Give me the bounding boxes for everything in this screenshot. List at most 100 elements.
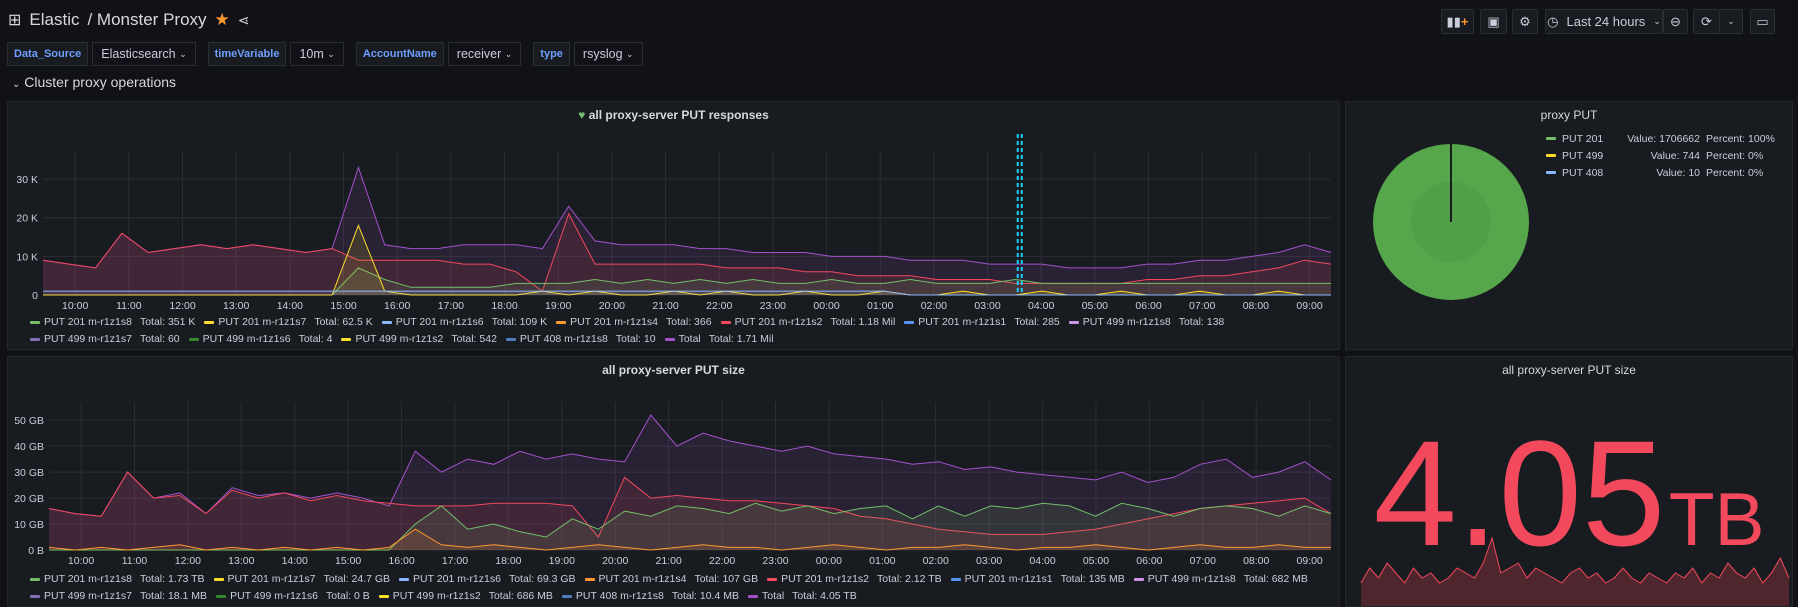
variable-select-type[interactable]: rsyslog ⌄: [573, 42, 643, 66]
legend-item[interactable]: Total Total: 4.05 TB: [747, 588, 857, 605]
legend-item[interactable]: PUT 499 m-r1z1s6 Total: 4: [188, 331, 332, 348]
variable-select-account-name[interactable]: receiver ⌄: [447, 42, 522, 66]
legend-item[interactable]: PUT 408 m-r1z1s8 Total: 10: [505, 331, 656, 348]
chevron-down-icon: ⌄: [504, 48, 513, 59]
legend-item[interactable]: PUT 201 m-r1z1s7 Total: 24.7 GB: [213, 571, 390, 588]
x-tick-label: 02:00: [923, 555, 949, 567]
refresh-button[interactable]: ⟳: [1693, 9, 1720, 34]
series-area: [43, 291, 1331, 295]
folder-link[interactable]: Elastic: [29, 10, 80, 29]
legend-item[interactable]: Total Total: 1.71 Mil: [664, 331, 774, 348]
legend-item[interactable]: PUT 201 m-r1z1s1 Total: 285: [904, 314, 1060, 331]
legend-item[interactable]: PUT 499 m-r1z1s7 Total: 60: [30, 331, 180, 348]
x-tick-label: 01:00: [869, 555, 895, 567]
legend-total: Total: 138: [1178, 316, 1225, 328]
x-tick-label: 07:00: [1190, 555, 1216, 567]
x-tick-label: 06:00: [1136, 555, 1162, 567]
refresh-interval-dropdown[interactable]: ⌄: [1719, 9, 1743, 34]
pie-legend-item[interactable]: PUT 499 Value: 744 Percent: 0%: [1546, 147, 1786, 164]
legend-item[interactable]: PUT 201 m-r1z1s8 Total: 1.73 TB: [30, 571, 205, 588]
legend-item[interactable]: PUT 499 m-r1z1s2 Total: 686 MB: [378, 588, 553, 605]
legend-name: PUT 408 m-r1z1s8: [575, 590, 664, 602]
legend-item[interactable]: PUT 201 m-r1z1s2 Total: 2.12 TB: [767, 571, 942, 588]
panel-title[interactable]: all proxy-server PUT size: [1502, 363, 1636, 377]
panel-title[interactable]: all proxy-server PUT size: [602, 363, 745, 377]
dashboard-title: ⊞ Elastic / Monster Proxy ★ ⋖: [8, 10, 250, 30]
legend-total: Total: 351 K: [139, 316, 196, 328]
legend-total: Total: 135 MB: [1060, 573, 1125, 585]
legend-item[interactable]: PUT 201 m-r1z1s4 Total: 107 GB: [584, 571, 758, 588]
legend-swatch: [505, 338, 516, 341]
variable-label: type: [533, 42, 570, 66]
star-icon[interactable]: ★: [214, 10, 230, 29]
clock-icon: ◷: [1547, 13, 1559, 29]
variable-value: rsyslog: [582, 47, 623, 61]
x-tick-label: 22:00: [709, 555, 735, 567]
legend-swatch: [584, 578, 595, 581]
panel-title[interactable]: all proxy-server PUT responses: [588, 108, 769, 122]
legend-item[interactable]: PUT 499 m-r1z1s8 Total: 138: [1068, 314, 1225, 331]
pie-chart[interactable]: [1371, 142, 1531, 302]
x-tick-label: 08:00: [1243, 555, 1269, 567]
variable-value: receiver: [456, 47, 502, 61]
legend-total: Total: 0 B: [326, 590, 370, 602]
legend-swatch: [1546, 171, 1556, 174]
settings-button[interactable]: ⚙: [1512, 9, 1538, 34]
x-tick-label: 20:00: [602, 555, 628, 567]
legend-item[interactable]: PUT 201 m-r1z1s7 Total: 62.5 K: [204, 314, 373, 331]
x-tick-label: 07:00: [1189, 300, 1215, 312]
legend-item[interactable]: PUT 499 m-r1z1s6 Total: 0 B: [216, 588, 370, 605]
add-panel-button[interactable]: ▮▮+: [1441, 9, 1474, 34]
legend-swatch: [950, 578, 961, 581]
legend-name: PUT 499 m-r1z1s6: [202, 333, 291, 345]
x-tick-label: 05:00: [1083, 555, 1109, 567]
pie-legend-item[interactable]: PUT 201 Value: 1706662 Percent: 100%: [1546, 130, 1786, 147]
legend-item[interactable]: PUT 499 m-r1z1s2 Total: 542: [341, 331, 497, 348]
share-icon[interactable]: ⋖: [237, 11, 250, 28]
legend-item[interactable]: PUT 201 m-r1z1s6 Total: 69.3 GB: [399, 571, 576, 588]
legend-item[interactable]: PUT 201 m-r1z1s4 Total: 366: [556, 314, 712, 331]
legend-value: Value: 744: [1650, 149, 1700, 162]
variable-value: Elasticsearch: [101, 47, 176, 61]
dashboard-name[interactable]: / Monster Proxy: [87, 10, 207, 29]
legend-swatch: [767, 578, 778, 581]
variable-select-time-variable[interactable]: 10m ⌄: [290, 42, 344, 66]
size-graph[interactable]: 0 B 10 GB 20 GB 30 GB 40 GB 50 GB 10:00 11:00 12…: [8, 357, 1341, 571]
legend-name: PUT 201 m-r1z1s4: [598, 573, 687, 585]
legend-swatch: [378, 595, 389, 598]
zoom-out-button[interactable]: ⊖: [1663, 9, 1688, 34]
pie-legend-item[interactable]: PUT 408 Value: 10 Percent: 0%: [1546, 164, 1786, 181]
legend-name: PUT 201 m-r1z1s8: [44, 573, 132, 585]
save-dashboard-button[interactable]: ▣: [1480, 9, 1507, 34]
view-mode-button[interactable]: ▭: [1750, 9, 1775, 34]
dashboards-grid-icon[interactable]: ⊞: [8, 12, 22, 29]
x-tick-label: 01:00: [867, 300, 893, 312]
variable-select-data-source[interactable]: Elasticsearch ⌄: [92, 42, 196, 66]
gear-icon: ⚙: [1519, 13, 1531, 29]
series-area: [49, 529, 1331, 550]
legend-percent: Percent: 100%: [1706, 132, 1775, 145]
legend-name: PUT 499 m-r1z1s2: [392, 590, 481, 602]
legend-swatch: [556, 321, 567, 324]
legend-swatch: [216, 595, 227, 598]
legend-item[interactable]: PUT 201 m-r1z1s1 Total: 135 MB: [950, 571, 1125, 588]
responses-graph[interactable]: 0 10 K 20 K 30 K 10:00 11:00 12:00 13:00 14:00 15…: [8, 102, 1341, 314]
legend-value: Value: 10: [1656, 166, 1700, 179]
monitor-icon: ▭: [1756, 13, 1769, 29]
panel-proxy-put: proxy PUT PUT 201 Value: 1706662 Percent: …: [1345, 101, 1793, 350]
row-header[interactable]: ⌄ Cluster proxy operations: [12, 74, 176, 90]
legend-name: PUT 201 m-r1z1s2: [734, 316, 823, 328]
panel-title[interactable]: proxy PUT: [1540, 108, 1598, 122]
legend-item[interactable]: PUT 201 m-r1z1s8 Total: 351 K: [30, 314, 195, 331]
legend-item[interactable]: PUT 499 m-r1z1s8 Total: 682 MB: [1133, 571, 1308, 588]
x-tick-label: 22:00: [706, 300, 732, 312]
x-tick-label: 13:00: [228, 555, 254, 567]
time-picker[interactable]: ◷ Last 24 hours ⌄: [1545, 9, 1663, 34]
legend-item[interactable]: PUT 201 m-r1z1s6 Total: 109 K: [381, 314, 547, 331]
legend-item[interactable]: PUT 499 m-r1z1s7 Total: 18.1 MB: [30, 588, 207, 605]
x-tick-label: 23:00: [762, 555, 788, 567]
legend-swatch: [213, 578, 224, 581]
legend-item[interactable]: PUT 201 m-r1z1s2 Total: 1.18 Mil: [720, 314, 895, 331]
stat-sparkline: [1360, 536, 1790, 606]
legend-item[interactable]: PUT 408 m-r1z1s8 Total: 10.4 MB: [561, 588, 739, 605]
